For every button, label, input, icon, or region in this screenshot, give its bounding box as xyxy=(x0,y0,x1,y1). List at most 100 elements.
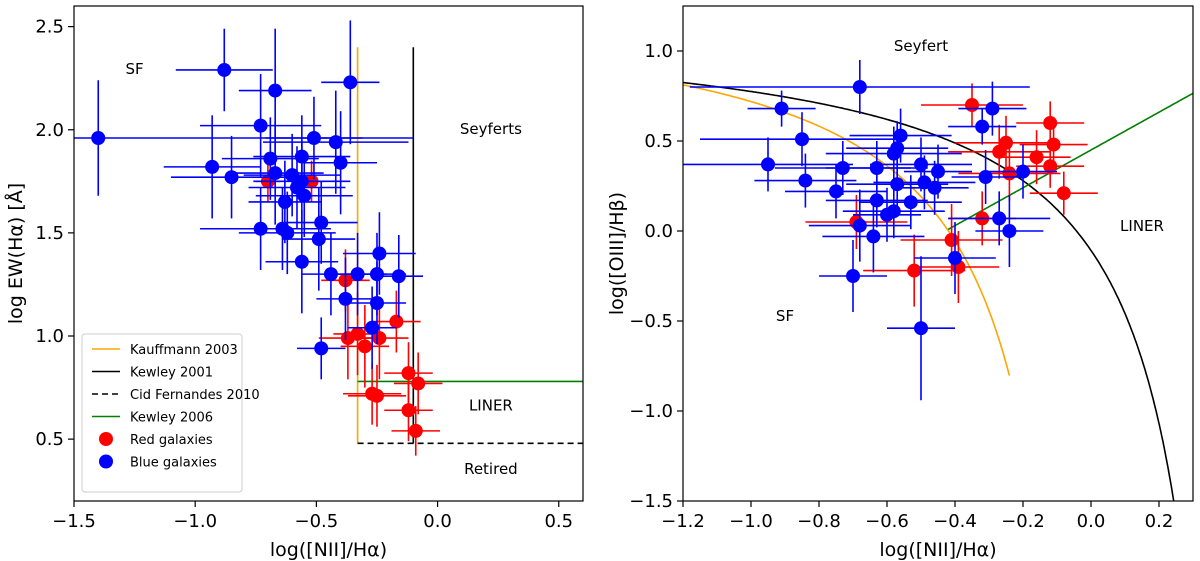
region-label: Seyferts xyxy=(460,120,522,138)
point-marker xyxy=(965,98,979,112)
data-point xyxy=(808,189,911,262)
point-marker xyxy=(277,194,292,209)
data-point xyxy=(958,146,1061,201)
point-marker xyxy=(389,314,404,329)
point-marker xyxy=(893,128,908,143)
x-tick-label: 0.0 xyxy=(1077,511,1106,532)
point-marker xyxy=(880,207,894,222)
data-point xyxy=(384,379,433,442)
data-point xyxy=(226,121,324,225)
data-point xyxy=(263,90,409,194)
point-marker xyxy=(985,101,1000,116)
y-axis-title: log([OIII]/Hβ) xyxy=(606,192,628,315)
plot-frame xyxy=(73,5,584,502)
data-point xyxy=(1019,123,1088,167)
x-tick-label: −1.0 xyxy=(173,511,217,532)
data-point xyxy=(825,126,962,181)
legend-label: Kewley 2006 xyxy=(130,411,213,426)
point-marker xyxy=(927,180,942,195)
point-marker xyxy=(314,215,329,230)
y-tick-label: 0.5 xyxy=(644,131,673,152)
point-marker xyxy=(992,211,1007,226)
point-marker xyxy=(217,62,232,77)
data-point xyxy=(296,317,346,380)
x-tick-label: −0.5 xyxy=(295,511,339,532)
point-marker xyxy=(408,423,423,438)
legend-label: Kauffmann 2003 xyxy=(130,343,238,358)
point-marker xyxy=(866,229,881,244)
right-panel: −1.2 −1.0 −0.8 −0.6 −0.4 −0.2 0.0 0.2 −1.5 −1.0 −0… xyxy=(606,5,1194,561)
point-marker xyxy=(311,232,326,247)
data-point xyxy=(163,115,261,219)
data-point xyxy=(958,81,1027,136)
data-point xyxy=(914,222,996,294)
data-point xyxy=(350,296,409,380)
y-tick-label: 1.0 xyxy=(35,326,64,347)
point-marker xyxy=(1046,137,1061,152)
data-point xyxy=(754,153,857,208)
y-axis-title: log EW(Hα) [Å] xyxy=(4,183,27,324)
point-marker xyxy=(931,164,945,179)
left-panel: −1.5 −1.0 −0.5 0.0 0.5 0.5 1.0 1.5 2.0 2.5 log([NI… xyxy=(4,5,584,561)
y-tick-label: 0.0 xyxy=(644,221,673,242)
point-marker xyxy=(975,119,990,134)
point-marker xyxy=(869,193,884,208)
point-marker xyxy=(798,173,813,188)
data-point xyxy=(265,210,339,314)
y-tick-label: −1.5 xyxy=(629,491,673,512)
y-tick-label: 2.0 xyxy=(35,120,64,141)
point-marker xyxy=(903,195,918,210)
data-point xyxy=(955,115,1057,170)
region-label: Retired xyxy=(464,460,518,478)
y-tick-label: −0.5 xyxy=(629,311,673,332)
data-point xyxy=(347,364,407,427)
point-marker xyxy=(852,80,867,94)
data-point xyxy=(243,133,341,217)
y-tick-label: −1.0 xyxy=(629,401,673,422)
point-marker xyxy=(852,218,867,233)
point-marker xyxy=(869,161,884,175)
legend-label: Blue galaxies xyxy=(130,456,217,471)
data-point xyxy=(175,28,273,112)
data-point xyxy=(1029,171,1098,215)
curve-kewley-2001 xyxy=(683,81,1175,501)
data-point xyxy=(747,90,816,127)
legend-label: Kewley 2001 xyxy=(130,366,213,381)
data-point xyxy=(785,164,887,219)
data-point xyxy=(372,290,421,353)
x-tick-label: −0.4 xyxy=(933,511,977,532)
point-marker xyxy=(340,331,355,346)
curve-kewley-2006 xyxy=(947,92,1193,231)
data-point xyxy=(265,96,363,180)
point-marker xyxy=(297,188,312,203)
data-point xyxy=(921,83,1023,127)
point-marker xyxy=(914,321,928,336)
data-point xyxy=(873,155,976,210)
region-label: SF xyxy=(776,307,794,325)
data-point xyxy=(1002,130,1071,185)
data-point xyxy=(900,160,969,215)
data-point xyxy=(340,305,390,388)
point-marker xyxy=(978,170,993,184)
point-marker xyxy=(1002,166,1017,181)
data-point xyxy=(689,60,1030,114)
data-point xyxy=(859,175,962,230)
point-marker xyxy=(314,341,329,356)
point-marker xyxy=(1043,159,1058,174)
plot-area xyxy=(74,20,583,456)
data-point xyxy=(683,137,853,192)
point-marker xyxy=(401,366,416,381)
data-point xyxy=(1016,144,1085,188)
point-marker xyxy=(372,246,387,261)
x-tick-label: 0.2 xyxy=(1145,511,1174,532)
point-marker xyxy=(369,296,384,310)
x-tick-label: −1.5 xyxy=(52,511,96,532)
curve-kauffmann-2003 xyxy=(683,84,1011,376)
x-axis-title: log([NII]/Hα) xyxy=(879,539,996,561)
x-tick-label: 0.5 xyxy=(544,511,573,532)
data-point xyxy=(948,191,1051,246)
data-point xyxy=(819,240,887,312)
point-marker xyxy=(1016,164,1030,179)
region-label: LINER xyxy=(1120,217,1164,235)
point-marker xyxy=(369,388,384,403)
